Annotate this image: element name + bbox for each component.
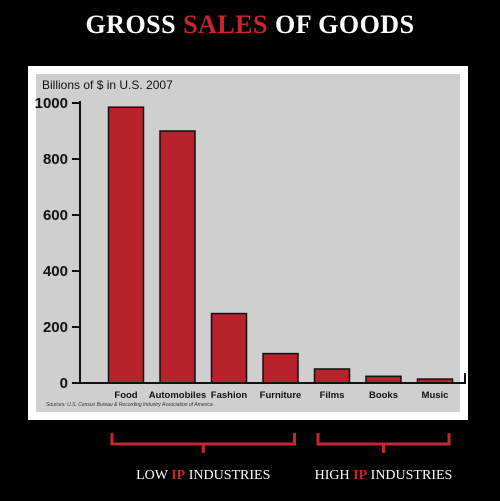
bar-automobiles [159,130,196,384]
high-ip-label-pre: HIGH [314,468,354,483]
bar-films [313,368,351,384]
x-tick-label: Automobiles [149,390,207,401]
x-tick-label: Films [320,390,345,401]
group-bracket [316,433,451,453]
bar-food [107,106,145,384]
x-tick-label: Furniture [260,390,302,401]
group-bracket [110,433,296,453]
bar-fashion [210,312,248,384]
high-ip-label-accent: IP [353,468,368,483]
low-ip-group-label: LOW IP INDUSTRIES [136,468,270,484]
y-tick-label: 0 [60,375,68,392]
y-axis-ticks: 0 200 400 600 800 1000 [35,95,68,392]
source-note: Sources: U.S. Census Bureau & Recording … [46,402,213,408]
bars [107,106,454,384]
chart-title: GROSS SALES OF GOODS [0,10,500,40]
x-axis-labels: Food Automobiles Fashion Furniture Films Book… [114,390,448,401]
plot-background [36,74,460,412]
low-ip-label-accent: IP [171,468,186,483]
y-tick-label: 800 [43,151,68,168]
chart-panel: Billions of $ in U.S. 2007 0 200 400 600 800… [28,66,468,420]
title-accent: SALES [183,10,268,39]
bar-books [365,375,402,384]
x-tick-label: Music [422,390,449,401]
x-tick-label: Food [114,390,137,401]
title-prefix: GROSS [85,10,184,39]
y-tick-label: 400 [43,263,68,280]
bar-furniture [262,352,299,384]
low-ip-label-post: INDUSTRIES [185,468,271,483]
y-tick-label: 600 [43,207,68,224]
x-tick-label: Fashion [211,390,248,401]
title-suffix: OF GOODS [267,10,415,39]
y-axis-unit-label: Billions of $ in U.S. 2007 [42,78,173,92]
bar-chart: Billions of $ in U.S. 2007 0 200 400 600 800… [35,74,466,412]
y-tick-label: 200 [43,319,68,336]
high-ip-label-post: INDUSTRIES [367,468,453,483]
low-ip-label-pre: LOW [136,468,172,483]
y-tick-label: 1000 [35,95,68,112]
axes [72,101,466,384]
x-tick-label: Books [369,390,398,401]
high-ip-group-label: HIGH IP INDUSTRIES [315,468,453,484]
